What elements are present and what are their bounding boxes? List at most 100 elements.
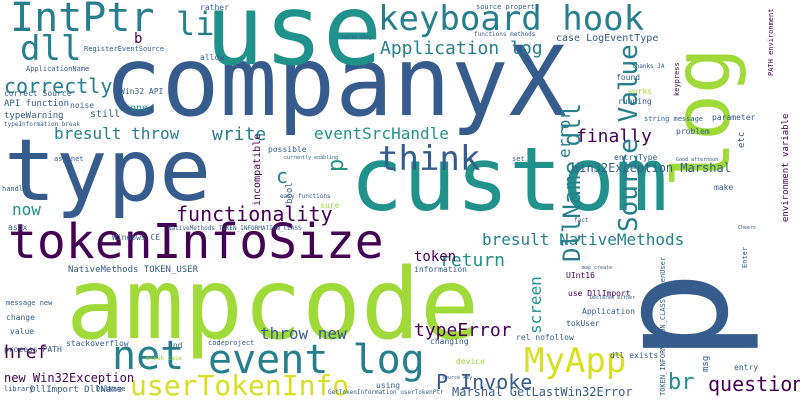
- word-process-PATH: process PATH: [4, 345, 62, 354]
- word-environment-variable: environment variable: [781, 113, 791, 222]
- word-typeWarning: typeWarning: [4, 111, 64, 121]
- word-bresult-NativeMethods: bresult NativeMethods: [482, 230, 685, 249]
- word-keypress: keypress: [673, 62, 681, 96]
- word-asp-net: asp net: [54, 155, 84, 163]
- word-basic-easy: basic easy: [342, 35, 373, 41]
- word-one: one: [130, 103, 149, 114]
- word-eventSrcHandle: eventSrcHandle: [314, 124, 449, 143]
- word-Cheers: Cheers: [738, 225, 757, 231]
- word-changing: changing: [430, 337, 469, 346]
- word-token: token: [414, 249, 457, 265]
- word-codeproject: codeproject: [208, 339, 255, 347]
- word-P-Invoke: P Invoke: [436, 370, 533, 394]
- word-screen: screen: [526, 276, 545, 334]
- word-rel-nofollow: rel nofollow: [516, 333, 574, 342]
- word-case-LogEventType: case LogEventType: [556, 33, 659, 44]
- word-device: device: [456, 357, 485, 366]
- word-c: c: [276, 164, 289, 188]
- word-use-DllImport: use DllImport: [568, 289, 631, 298]
- word-sure: sure: [320, 201, 340, 210]
- word-API-function: API function: [4, 99, 70, 109]
- word-bresult-throw: bresult throw: [54, 124, 180, 143]
- word-value: value: [10, 327, 35, 336]
- word-handle: handle: [2, 185, 28, 193]
- word-currently-enabling: currently enabling: [284, 155, 339, 161]
- word-using: using: [376, 381, 401, 390]
- word-Marshal-GetLastWin32Error: Marshal GetLastWin32Error: [452, 385, 633, 399]
- word-GetTokenInformation-userTokenPtr: GetTokenInformation userTokenPtr: [328, 389, 444, 396]
- word-still: still: [90, 109, 121, 120]
- word-thanks-JA: thanks JA: [632, 63, 665, 70]
- word-RegisterEventSource: RegisterEventSource: [84, 45, 165, 53]
- word-source-property: source property: [476, 3, 540, 11]
- word-entry: entry: [734, 363, 759, 372]
- word-net: net: [112, 333, 185, 379]
- word-UInt16: UInt16: [566, 271, 595, 280]
- word-change: change: [6, 313, 35, 322]
- word-possible: possible: [268, 145, 307, 154]
- word-type: type: [4, 121, 212, 221]
- word-msg: msg: [701, 355, 711, 372]
- word-make: make: [714, 183, 734, 192]
- word-question: question: [708, 372, 800, 396]
- word-2nd: 2nd: [168, 341, 183, 350]
- word-source-key: source key: [442, 375, 473, 381]
- word-br: br: [668, 370, 695, 395]
- word-allow: allow: [200, 53, 225, 62]
- word-DllName: DllName: [96, 385, 126, 393]
- word-incompatible: incompatible: [252, 133, 263, 206]
- word-running: running: [618, 97, 652, 106]
- word-noise: noise: [70, 101, 95, 110]
- word-tokenInfoSize: tokenInfoSize: [8, 214, 384, 270]
- word-easy-functions: easy functions: [280, 193, 331, 200]
- word-ampcode: ampcode: [66, 248, 480, 362]
- word-information: information: [414, 265, 467, 274]
- word-think: think: [378, 139, 481, 179]
- word-stackoverflow: stackoverflow: [66, 339, 129, 348]
- word-parameter: parameter: [712, 113, 756, 122]
- word-correctly: correctly: [4, 74, 113, 98]
- word-functions-methods: functions methods: [474, 31, 536, 38]
- word-map-create: map create: [582, 265, 613, 271]
- word-dll-exists: dll exists: [610, 351, 659, 360]
- word-use: use: [205, 0, 383, 88]
- word-etc: etc: [737, 131, 747, 148]
- word-href: href: [4, 342, 48, 363]
- word-error: error: [555, 109, 574, 158]
- word-dll: dll: [20, 29, 82, 69]
- word-aspx: aspx: [8, 223, 28, 232]
- word-new-Win32Exception: new Win32Exception: [4, 371, 135, 385]
- word-finally: finally: [576, 126, 652, 147]
- word-set: set: [512, 155, 525, 163]
- word-IntPtr: IntPtr: [10, 0, 155, 41]
- word-message-new: message new: [6, 299, 53, 307]
- word-return: return: [440, 250, 506, 271]
- word-string-message: string message: [644, 115, 704, 123]
- word-keyboard-hook: keyboard hook: [378, 0, 645, 39]
- word-Source-Value: Source Value: [614, 44, 644, 232]
- word-ApplicationName: ApplicationName: [26, 65, 90, 73]
- word-correct-Source: correct Source: [4, 89, 72, 98]
- word-p-small: p: [324, 158, 349, 172]
- word-now: now: [12, 200, 41, 219]
- word-userTokenInfo: userTokenInfo: [130, 369, 350, 400]
- word-rather: rather: [200, 3, 229, 12]
- word-problem: problem: [676, 127, 710, 136]
- word-NativeMethods-TOKEN_INFORMATION_CLASS: NativeMethods TOKEN_INFORMATION_CLASS: [168, 225, 302, 232]
- word-Windows-CE: Windows CE: [112, 233, 161, 242]
- word-functionality: functionality: [176, 202, 333, 226]
- word-TOKEN_INFORMATION_CLASS-TokenUser: TOKEN_INFORMATION_CLASS TokenUser: [659, 256, 667, 396]
- word-li: li: [176, 5, 215, 43]
- word-event-log: event log: [208, 337, 425, 383]
- word-PATH-environment: PATH environment: [767, 8, 775, 76]
- word-custom: custom: [350, 128, 668, 231]
- word-Win32Exception-Marshal: Win32Exception Marshal: [572, 161, 731, 175]
- word-throw-new: throw new: [260, 324, 347, 343]
- word-break-case: break case: [146, 355, 183, 362]
- word-bool: bool: [285, 182, 295, 204]
- word-write: write: [212, 124, 267, 145]
- word-library: library: [4, 385, 34, 393]
- word-fact: fact: [574, 217, 589, 224]
- word-DllImport-DllName: DllImport DllName: [30, 385, 123, 395]
